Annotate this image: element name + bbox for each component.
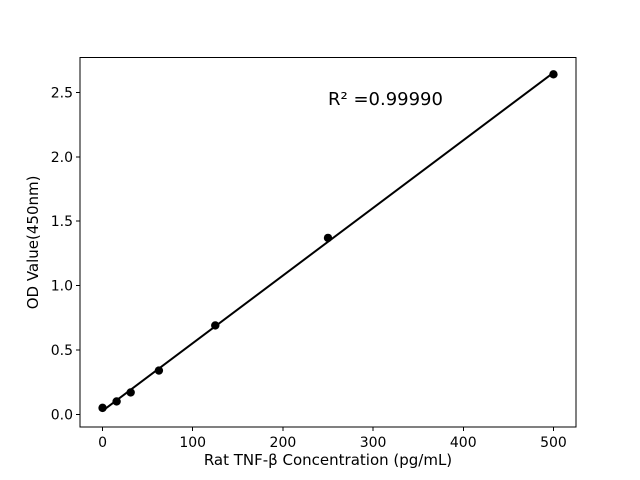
y-tick-label: 0.5 (51, 343, 73, 359)
x-axis-label: Rat TNF-β Concentration (pg/mL) (204, 451, 452, 469)
data-point (98, 403, 107, 413)
data-point (154, 366, 164, 375)
plot-frame (79, 57, 577, 428)
y-tick-label: 2.5 (51, 85, 73, 101)
data-point (211, 321, 220, 330)
y-tick-label: 0.0 (51, 407, 73, 423)
r-squared-annotation: R² =0.99990 (328, 89, 443, 110)
y-axis-label: OD Value(450nm) (24, 176, 42, 310)
x-tick-label: 200 (270, 435, 297, 451)
x-tick-label: 500 (540, 435, 567, 451)
x-tick-label: 100 (179, 435, 206, 451)
data-point (126, 388, 135, 397)
y-tick-label: 1.5 (51, 214, 73, 230)
data-point (549, 70, 558, 79)
x-tick-label: 300 (360, 435, 387, 451)
data-point (112, 397, 121, 406)
data-point (323, 233, 333, 243)
y-tick-label: 2.0 (51, 150, 73, 166)
x-tick-label: 400 (450, 435, 477, 451)
x-tick-label: 0 (98, 435, 107, 451)
y-tick-label: 1.0 (51, 279, 73, 295)
